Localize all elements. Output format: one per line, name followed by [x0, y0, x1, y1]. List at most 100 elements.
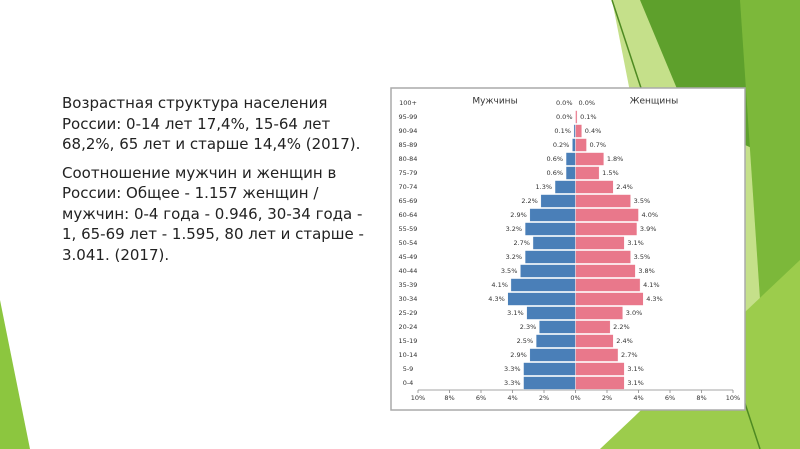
bar: [575, 334, 614, 348]
value-label: 3.2%: [506, 225, 523, 233]
bar: [540, 194, 576, 208]
value-label: 4.1%: [491, 281, 508, 289]
text-block: Возрастная структура населения России: 0…: [62, 93, 367, 273]
bar: [524, 250, 576, 264]
y-tick-label: 25-29: [399, 309, 418, 317]
bar: [524, 222, 576, 236]
value-label: 2.9%: [510, 351, 527, 359]
bar: [575, 194, 631, 208]
y-tick-label: 80-84: [399, 155, 418, 163]
bar: [535, 334, 576, 348]
value-label: 2.4%: [616, 337, 633, 345]
y-tick-label: 65-69: [399, 197, 418, 205]
x-tick-label: 8%: [696, 394, 706, 402]
legend-label: Женщины: [630, 97, 678, 107]
legend-label: Мужчины: [472, 97, 517, 107]
bar: [529, 348, 576, 362]
value-label: 2.2%: [613, 323, 630, 331]
value-label: 0.0%: [556, 99, 573, 107]
bar: [575, 306, 623, 320]
value-label: 3.1%: [627, 365, 644, 373]
x-tick-label: 6%: [665, 394, 675, 402]
y-tick-label: 15-19: [399, 337, 418, 345]
bar: [565, 152, 576, 166]
value-label: 0.1%: [554, 127, 571, 135]
y-tick-label: 75-79: [399, 169, 418, 177]
value-label: 3.3%: [504, 379, 521, 387]
bar: [575, 110, 578, 124]
value-label: 3.5%: [501, 267, 518, 275]
value-label: 3.5%: [634, 197, 651, 205]
y-tick-label: 35-39: [399, 281, 418, 289]
bar: [575, 138, 587, 152]
x-tick-label: 4%: [507, 394, 517, 402]
bar: [554, 180, 576, 194]
value-label: 2.9%: [510, 211, 527, 219]
bar: [575, 250, 631, 264]
value-label: 4.0%: [642, 211, 659, 219]
bar: [523, 362, 576, 376]
x-tick-label: 2%: [539, 394, 549, 402]
y-tick-label: 85-89: [399, 141, 418, 149]
value-label: 2.2%: [521, 197, 538, 205]
y-tick-label: 95-99: [399, 113, 418, 121]
value-label: 0.6%: [547, 155, 564, 163]
x-tick-label: 0%: [570, 394, 580, 402]
y-tick-label: 40-44: [399, 267, 418, 275]
x-tick-label: 8%: [444, 394, 454, 402]
value-label: 1.3%: [536, 183, 553, 191]
value-label: 4.1%: [643, 281, 660, 289]
value-label: 0.0%: [579, 99, 596, 107]
x-tick-label: 6%: [476, 394, 486, 402]
y-tick-label: 70-74: [399, 183, 418, 191]
value-label: 2.3%: [520, 323, 537, 331]
bar: [526, 306, 576, 320]
value-label: 1.5%: [602, 169, 619, 177]
value-label: 4.3%: [646, 295, 663, 303]
bar: [520, 264, 576, 278]
bar: [507, 292, 576, 306]
bar: [565, 166, 576, 180]
value-label: 0.4%: [585, 127, 602, 135]
value-label: 2.4%: [616, 183, 633, 191]
x-tick-label: 10%: [411, 394, 425, 402]
value-label: 3.2%: [506, 253, 523, 261]
bar: [575, 320, 611, 334]
y-tick-label: 60-64: [399, 211, 418, 219]
x-tick-label: 10%: [726, 394, 740, 402]
y-tick-label: 0-4: [403, 379, 414, 387]
value-label: 2.7%: [621, 351, 638, 359]
value-label: 3.1%: [627, 379, 644, 387]
value-label: 3.5%: [634, 253, 651, 261]
bar: [539, 320, 576, 334]
bar: [575, 278, 641, 292]
paragraph: Возрастная структура населения России: 0…: [62, 94, 361, 153]
bar: [523, 376, 576, 390]
left-accent: [0, 300, 30, 449]
paragraph: Соотношение мужчин и женщин в России: Об…: [62, 163, 364, 264]
bar: [510, 278, 576, 292]
bar: [575, 292, 644, 306]
bar: [575, 222, 638, 236]
value-label: 4.3%: [488, 295, 505, 303]
y-tick-label: 20-24: [399, 323, 418, 331]
value-label: 3.3%: [504, 365, 521, 373]
bar: [572, 138, 576, 152]
bar: [532, 236, 576, 250]
value-label: 3.1%: [507, 309, 524, 317]
value-label: 1.8%: [607, 155, 624, 163]
value-label: 3.9%: [640, 225, 657, 233]
bar: [573, 124, 576, 138]
value-label: 0.0%: [556, 113, 573, 121]
bar: [529, 208, 576, 222]
bar: [575, 152, 605, 166]
y-tick-label: 30-34: [399, 295, 418, 303]
x-tick-label: 2%: [602, 394, 612, 402]
y-tick-label: 90-94: [399, 127, 418, 135]
value-label: 3.1%: [627, 239, 644, 247]
bar: [575, 166, 600, 180]
bar: [575, 208, 639, 222]
bar: [575, 124, 582, 138]
y-tick-label: 50-54: [399, 239, 418, 247]
